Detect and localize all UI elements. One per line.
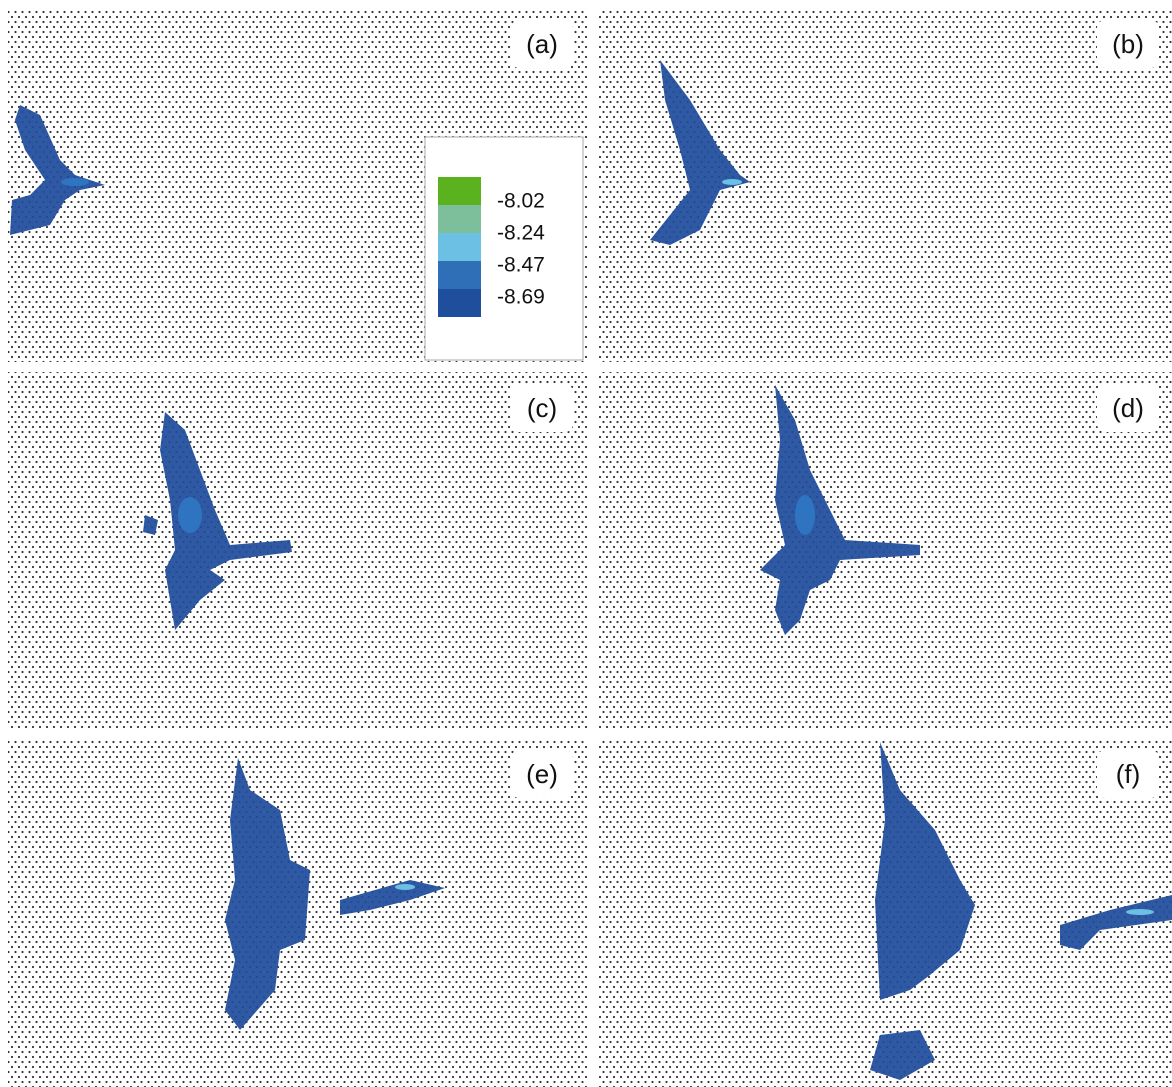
panel-label: (a) — [526, 29, 558, 59]
panel-label: (e) — [526, 759, 558, 789]
region — [395, 884, 415, 890]
legend-swatch — [438, 261, 481, 289]
legend-label: -8.47 — [497, 254, 545, 277]
legend-label: -8.69 — [497, 286, 545, 309]
legend-swatch — [438, 233, 481, 261]
legend-swatch — [438, 289, 481, 317]
region — [178, 497, 202, 533]
legend-swatch — [438, 205, 481, 233]
legend-label: -8.02 — [497, 190, 545, 213]
region — [722, 179, 742, 185]
region — [61, 178, 89, 186]
region — [795, 495, 815, 535]
panel — [598, 8, 1172, 362]
legend-swatch — [438, 177, 481, 205]
panel-label: (f) — [1116, 759, 1141, 789]
legend-label: -8.24 — [497, 222, 545, 245]
panel-label: (d) — [1112, 393, 1144, 423]
legend: -8.02 -8.24 -8.47 -8.69 — [425, 137, 583, 360]
panel — [8, 372, 588, 728]
region — [1126, 909, 1154, 915]
panel-label: (c) — [527, 393, 557, 423]
panel-label: (b) — [1112, 29, 1144, 59]
figure: (a) (b) (c) (d) (e) (f) -8.02 -8.24 -8.47 -8.69 — [0, 0, 1172, 1087]
